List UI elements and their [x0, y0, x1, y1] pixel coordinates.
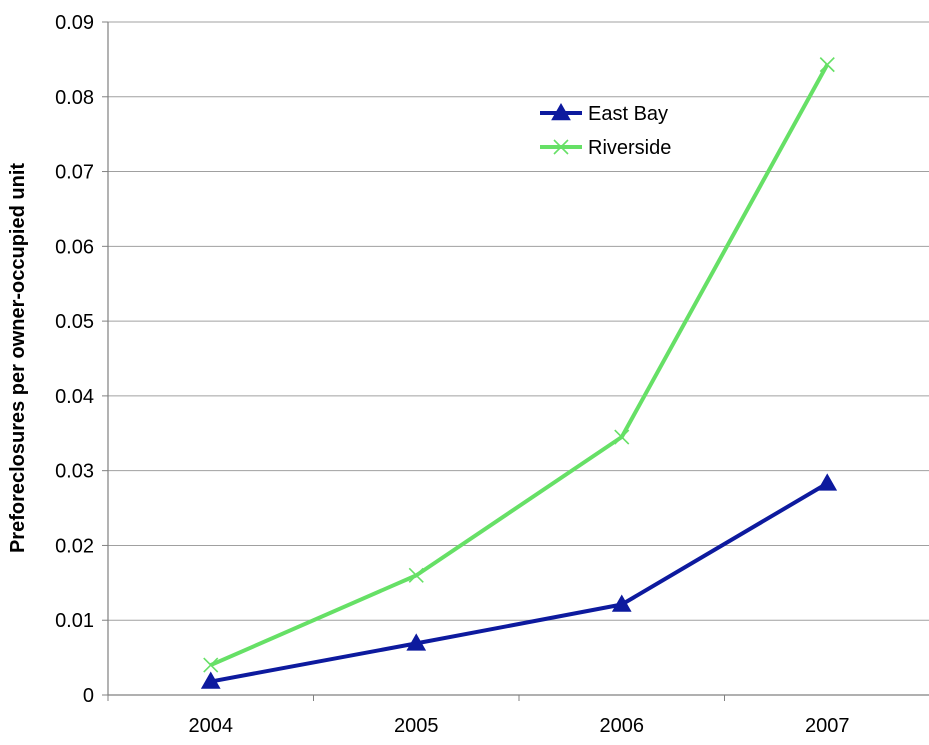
y-tick-label: 0.08: [55, 87, 94, 109]
y-tick-label: 0.03: [55, 461, 94, 483]
x-tick-label: 2004: [189, 715, 234, 737]
legend-label: East Bay: [588, 103, 668, 125]
y-tick-label: 0.01: [55, 610, 94, 632]
data-point-east-bay: [611, 594, 632, 612]
legend-item-east-bay: East Bay: [540, 102, 668, 125]
series-line-riverside: [209, 63, 830, 667]
axes: 0 0.01 0.02 0.03 0.04 0.05 0.06 0.07 0.08 0.09 200…: [55, 12, 929, 737]
y-tick-label: 0: [83, 685, 94, 707]
y-tick-label: 0.06: [55, 236, 94, 258]
legend-marker: [553, 139, 569, 155]
series-riverside: [203, 57, 835, 673]
y-tick-label: 0.04: [55, 386, 94, 408]
x-marker-stroke: [614, 429, 630, 445]
series-line-east-bay: [210, 481, 829, 684]
x-tick-label: 2006: [600, 715, 645, 737]
y-tick-label: 0.02: [55, 535, 94, 557]
x-marker-stroke: [819, 57, 835, 73]
y-tick-label: 0.07: [55, 162, 94, 184]
x-marker-stroke: [408, 567, 424, 583]
x-marker-stroke: [553, 139, 569, 155]
data-point-riverside: [408, 567, 424, 583]
legend-item-riverside: Riverside: [540, 137, 671, 159]
y-tick-label: 0.09: [55, 12, 94, 34]
legend-label: Riverside: [588, 137, 671, 159]
x-marker-stroke: [203, 657, 219, 673]
y-tick-label: 0.05: [55, 311, 94, 333]
data-point-east-bay: [200, 671, 221, 689]
data-point-riverside: [203, 657, 219, 673]
data-point-east-bay: [406, 633, 427, 651]
gridlines: [108, 21, 929, 621]
legend-marker: [551, 102, 571, 121]
y-axis-title: Preforeclosures per owner-occupied unit: [7, 163, 29, 553]
x-tick-label: 2007: [805, 715, 850, 737]
x-tick-label: 2005: [394, 715, 439, 737]
data-point-east-bay: [817, 473, 838, 491]
series-east-bay: [200, 473, 838, 689]
series-group: [200, 57, 838, 689]
data-point-riverside: [819, 57, 835, 73]
data-point-riverside: [614, 429, 630, 445]
legend: East Bay Riverside: [540, 102, 671, 159]
